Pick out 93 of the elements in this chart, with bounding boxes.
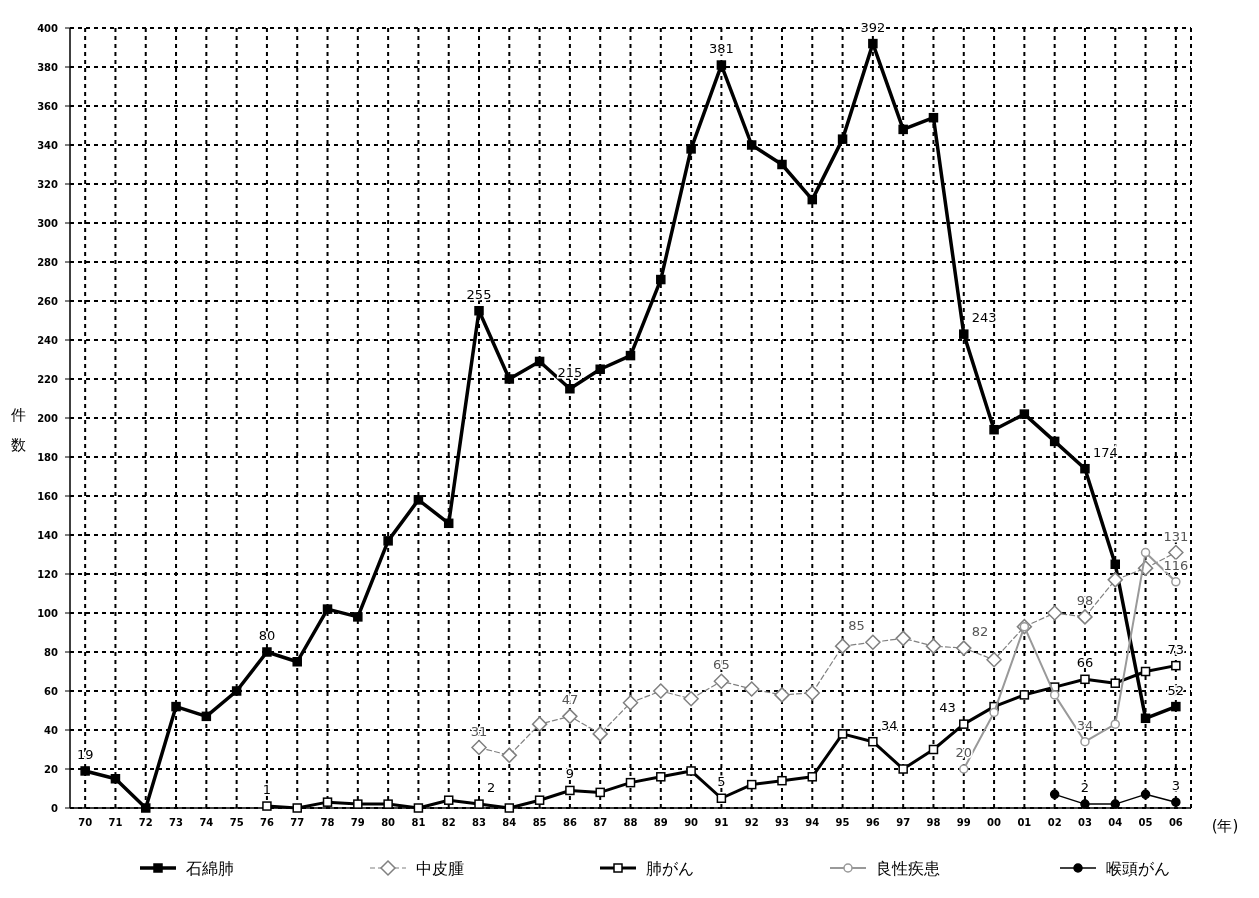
x-tick-label: 84	[502, 817, 517, 828]
x-tick-label: 98	[926, 817, 941, 828]
y-tick-label: 200	[37, 413, 59, 424]
data-label: 85	[848, 618, 865, 634]
data-label: 98	[1076, 592, 1094, 608]
legend-label: 石綿肺	[186, 859, 234, 878]
x-tick-label: 88	[623, 817, 638, 828]
x-tick-label: 77	[290, 817, 305, 828]
x-tick-label: 72	[138, 817, 153, 828]
data-label: 2	[487, 780, 496, 796]
data-label: 2	[1080, 780, 1090, 796]
data-label: 255	[466, 286, 492, 302]
x-tick-label: 74	[199, 817, 214, 828]
y-axis-title: 件数	[10, 406, 26, 454]
y-tick-label: 100	[37, 608, 59, 619]
y-tick-label: 160	[37, 491, 59, 502]
y-tick-label: 260	[37, 296, 59, 307]
x-tick-label: 81	[411, 817, 426, 828]
y-tick-label: 40	[44, 725, 59, 736]
x-tick-label: 73	[169, 817, 184, 828]
data-label: 31	[470, 723, 488, 739]
x-tick-label: 03	[1078, 817, 1092, 828]
y-tick-label: 20	[44, 764, 59, 775]
legend-label: 中皮腫	[416, 859, 464, 878]
x-tick-label: 94	[805, 817, 820, 828]
x-tick-label: 85	[532, 817, 547, 828]
data-label: 65	[713, 657, 730, 673]
legend-label: 肺がん	[646, 859, 694, 878]
data-label: 80	[258, 628, 276, 643]
x-tick-label: 01	[1017, 817, 1032, 828]
y-tick-label: 340	[37, 140, 59, 151]
x-tick-label: 87	[593, 817, 608, 828]
y-tick-label: 320	[37, 179, 59, 190]
y-tick-label: 220	[37, 374, 59, 385]
data-label: 131	[1163, 528, 1189, 544]
data-label: 3	[1171, 778, 1180, 794]
data-label: 9	[565, 766, 575, 782]
y-tick-label: 180	[37, 452, 59, 463]
y-tick-label: 280	[37, 257, 59, 268]
data-label: 215	[557, 364, 583, 380]
x-tick-label: 91	[714, 817, 729, 828]
y-tick-label: 240	[37, 335, 59, 346]
x-tick-label: 75	[229, 817, 244, 828]
data-label: 243	[971, 310, 997, 326]
x-tick-label: 06	[1168, 817, 1183, 828]
y-tick-label: 80	[44, 647, 59, 658]
x-tick-label: 79	[350, 817, 365, 828]
x-tick-label: 97	[896, 817, 911, 828]
x-tick-label: 82	[441, 817, 456, 828]
x-tick-label: 78	[320, 817, 335, 828]
data-label: 43	[939, 700, 956, 716]
data-label: 116	[1163, 557, 1189, 573]
y-tick-label: 140	[37, 530, 59, 541]
data-label: 1	[262, 782, 272, 798]
legend-label: 喉頭がん	[1106, 859, 1170, 878]
x-tick-label: 04	[1108, 817, 1123, 828]
x-tick-label: 89	[653, 817, 668, 828]
y-tick-label: 300	[37, 218, 59, 229]
data-label: 52	[1167, 682, 1185, 698]
x-tick-label: 86	[562, 817, 577, 828]
x-tick-label: 02	[1047, 817, 1062, 828]
x-tick-label: 96	[865, 817, 880, 828]
x-tick-label: 70	[78, 817, 93, 828]
data-label: 34	[880, 717, 898, 733]
x-tick-label: 80	[381, 817, 396, 828]
x-tick-label: 00	[987, 817, 1002, 828]
x-tick-label: 05	[1138, 817, 1153, 828]
x-tick-label: 99	[956, 817, 971, 828]
y-tick-label: 380	[37, 62, 59, 73]
x-tick-label: 83	[472, 817, 487, 828]
x-tick-label: 93	[775, 817, 789, 828]
y-tick-label: 360	[37, 101, 59, 112]
data-label: 73	[1167, 641, 1185, 657]
data-label: 392	[860, 19, 886, 35]
x-tick-label: 76	[259, 817, 274, 828]
x-tick-label: 92	[744, 817, 759, 828]
y-tick-label: 120	[37, 569, 59, 580]
data-label: 47	[561, 692, 579, 708]
y-tick-label: 400	[37, 23, 59, 34]
data-label: 19	[76, 746, 94, 762]
data-label: 20	[955, 745, 973, 760]
legend-label: 良性疾患	[876, 859, 940, 878]
data-label: 34	[1076, 717, 1094, 733]
x-axis-title: (年)	[1211, 817, 1239, 835]
x-tick-label: 90	[684, 817, 699, 828]
y-tick-label: 0	[51, 803, 59, 814]
x-tick-label: 71	[108, 817, 123, 828]
x-tick-label: 95	[835, 817, 850, 828]
y-tick-label: 60	[44, 686, 59, 697]
data-label: 381	[708, 41, 734, 57]
data-label: 66	[1076, 655, 1094, 671]
data-label: 82	[971, 624, 989, 640]
data-label: 5	[717, 774, 726, 790]
